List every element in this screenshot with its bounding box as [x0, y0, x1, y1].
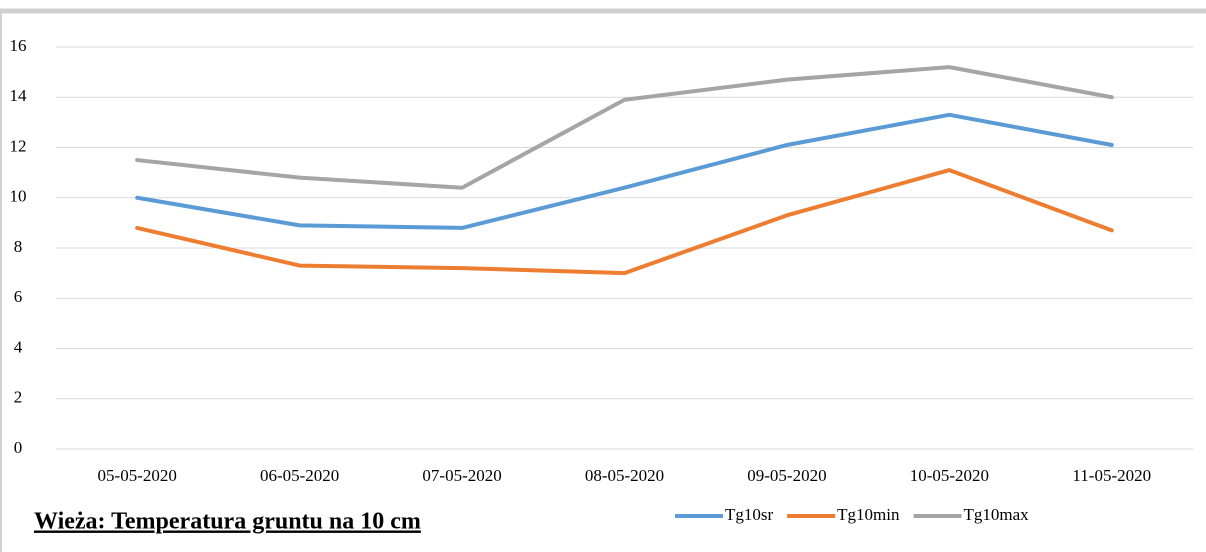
y-tick-label: 0 [14, 438, 23, 457]
legend-label: Tg10max [964, 505, 1030, 524]
y-tick-label: 14 [10, 86, 28, 105]
x-tick-label: 07-05-2020 [422, 466, 501, 485]
y-tick-label: 10 [10, 187, 27, 206]
series-line [135, 168, 1114, 276]
series-line [135, 112, 1114, 230]
y-tick-label: 4 [14, 337, 23, 356]
y-tick-label: 16 [10, 36, 27, 55]
legend-label: Tg10sr [725, 505, 774, 524]
x-tick-label: 05-05-2020 [98, 466, 177, 485]
chart-title: Wieża: Temperatura gruntu na 10 cm [34, 509, 421, 535]
x-tick-label: 08-05-2020 [585, 466, 664, 485]
y-tick-label: 12 [10, 136, 27, 155]
series-line [135, 65, 1114, 190]
x-tick-label: 06-05-2020 [260, 466, 339, 485]
legend-label: Tg10min [837, 505, 900, 524]
x-tick-label: 10-05-2020 [910, 466, 989, 485]
y-tick-label: 8 [14, 237, 23, 256]
y-tick-label: 6 [14, 287, 23, 306]
y-tick-label: 2 [14, 388, 23, 407]
x-tick-label: 11-05-2020 [1072, 466, 1151, 485]
x-tick-label: 09-05-2020 [747, 466, 826, 485]
